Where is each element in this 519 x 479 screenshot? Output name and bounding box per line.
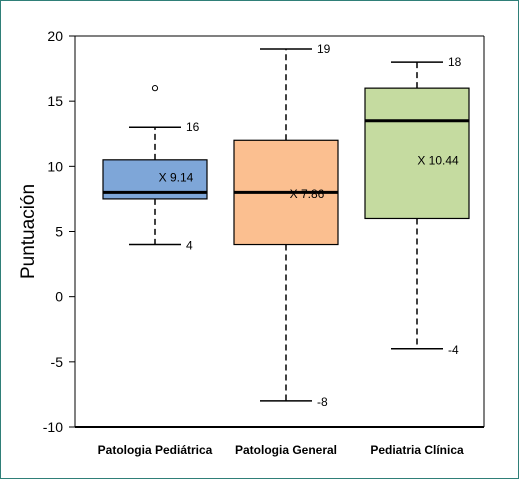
y-tick-label: 20	[47, 28, 63, 44]
y-tick-label: -10	[43, 419, 63, 435]
outlier-point	[151, 85, 159, 92]
y-axis-title: Puntuación	[18, 184, 39, 279]
whisker-high-label: 19	[317, 42, 331, 56]
whisker-high-label: 16	[186, 120, 200, 134]
mean-label: X 7.86	[290, 187, 325, 201]
x-category-label: Patologia General	[235, 443, 337, 457]
mean-label: X 9.14	[159, 171, 194, 185]
y-tick-label: -5	[51, 354, 64, 370]
whisker-low-label: -8	[317, 395, 328, 409]
y-tick-label: 0	[55, 289, 63, 305]
x-category-label: Pediatria Clínica	[370, 443, 464, 457]
y-tick-label: 10	[47, 158, 63, 174]
x-category-label: Patologia Pediátrica	[98, 443, 213, 457]
box-iqr	[364, 87, 470, 220]
y-tick-label: 5	[55, 224, 63, 240]
whisker-low-label: 4	[186, 239, 193, 253]
mean-label: X 10.44	[417, 154, 459, 168]
y-tick-label: 15	[47, 93, 63, 109]
whisker-low-label: -4	[448, 343, 459, 357]
whisker-high-label: 18	[448, 55, 462, 69]
